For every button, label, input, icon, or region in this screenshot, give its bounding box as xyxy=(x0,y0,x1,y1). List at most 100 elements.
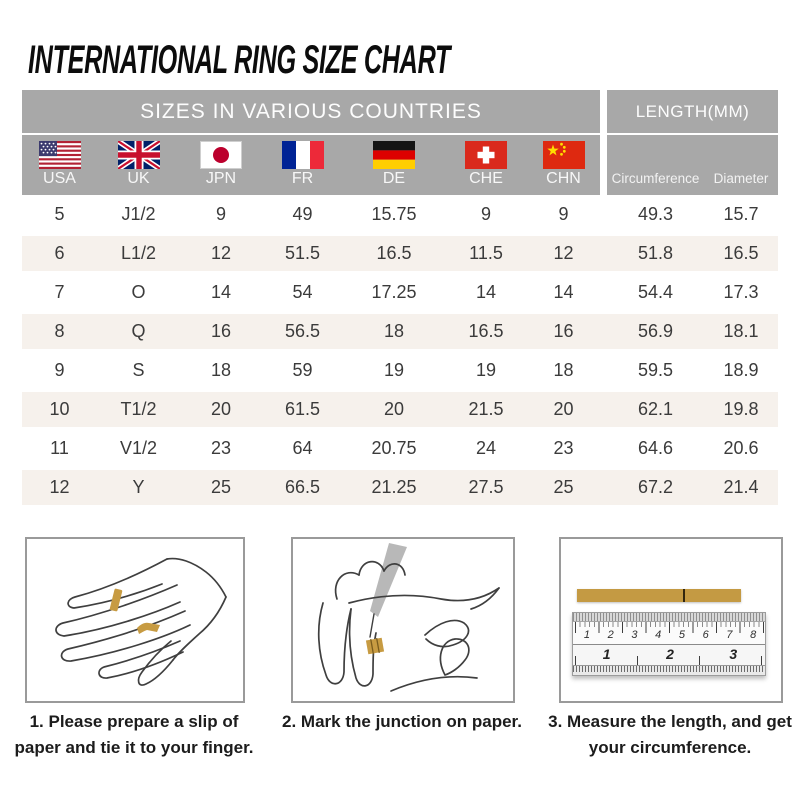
cell-de: 16.5 xyxy=(376,243,412,263)
cell-de: 20 xyxy=(383,399,405,419)
step2-caption: 2. Mark the junction on paper. xyxy=(282,712,522,731)
table-row: 8 Q 16 56.5 18 16.5 16 56.9 18.1 xyxy=(22,312,778,351)
cell-usa: 10 xyxy=(49,399,70,419)
length-group-header: LENGTH(MM) xyxy=(607,90,778,133)
cell-diameter: 19.8 xyxy=(723,399,759,419)
cell-fr: 66.5 xyxy=(284,477,321,497)
table-row: 7 O 14 54 17.25 14 14 54.4 17.3 xyxy=(22,273,778,312)
column-label: CHE xyxy=(469,170,503,187)
cell-che: 16.5 xyxy=(468,321,504,341)
cell-diameter: 18.9 xyxy=(723,360,759,380)
table-row: 5 J1/2 9 49 15.75 9 9 49.3 15.7 xyxy=(22,195,778,234)
cell-de: 19 xyxy=(383,360,405,380)
cell-jpn: 23 xyxy=(210,438,232,458)
cell-jpn: 25 xyxy=(210,477,232,497)
column-header-circumference: Circumference xyxy=(607,135,704,195)
japan-flag-icon xyxy=(200,141,242,169)
cm-number: 7 xyxy=(726,629,733,641)
countries-group-header: SIZES IN VARIOUS COUNTRIES xyxy=(22,90,600,133)
cm-number: 8 xyxy=(750,629,757,641)
step3-caption: 3. Measure the length, and get your circ… xyxy=(548,712,792,757)
ruler-inch-scale: 1 2 3 xyxy=(573,645,765,666)
cell-chn: 12 xyxy=(553,243,574,263)
ring-size-table-body: 5 J1/2 9 49 15.75 9 9 49.3 15.7 6 L1/2 1… xyxy=(22,195,778,507)
column-header-che: CHE xyxy=(445,135,527,195)
cell-fr: 64 xyxy=(292,438,313,458)
cell-chn: 20 xyxy=(553,399,574,419)
cell-uk: T1/2 xyxy=(120,399,157,419)
ruler-cm-scale: 1 2 3 4 5 6 7 8 xyxy=(573,622,765,645)
cell-circumference: 67.2 xyxy=(637,477,674,497)
cell-de: 15.75 xyxy=(371,204,417,224)
cell-uk: L1/2 xyxy=(120,243,157,263)
hand-with-paper-strip-illustration xyxy=(55,557,227,686)
cell-de: 21.25 xyxy=(371,477,417,497)
cell-usa: 11 xyxy=(50,438,69,458)
cell-usa: 7 xyxy=(54,282,65,302)
ruler-illustration: 1 2 3 4 5 6 7 8 1 2 3 xyxy=(572,612,766,676)
cell-divider xyxy=(600,429,607,468)
cell-usa: 6 xyxy=(54,243,65,263)
table-row: 9 S 18 59 19 19 18 59.5 18.9 xyxy=(22,351,778,390)
step3-figure-box: 1 2 3 4 5 6 7 8 1 2 3 xyxy=(559,537,783,703)
cell-circumference: 62.1 xyxy=(637,399,674,419)
cell-uk: V1/2 xyxy=(119,438,158,458)
column-label: DE xyxy=(382,170,406,187)
step1-figure-box xyxy=(25,537,245,703)
cm-tick-marks xyxy=(575,622,765,644)
cell-diameter: 17.3 xyxy=(723,282,759,302)
cell-fr: 51.5 xyxy=(284,243,321,263)
cell-che: 19 xyxy=(475,360,497,380)
cm-number: 5 xyxy=(678,629,685,641)
cell-diameter: 18.1 xyxy=(723,321,759,341)
cell-usa: 12 xyxy=(49,477,70,497)
cell-che: 9 xyxy=(480,204,491,224)
cell-diameter: 16.5 xyxy=(723,243,759,263)
cell-divider xyxy=(600,312,607,351)
cm-number: 6 xyxy=(702,629,709,641)
cell-fr: 61.5 xyxy=(284,399,321,419)
cell-chn: 23 xyxy=(553,438,574,458)
cell-usa: 8 xyxy=(54,321,65,341)
cell-jpn: 16 xyxy=(210,321,232,341)
paper-strip xyxy=(577,589,741,602)
column-header-fr: FR xyxy=(262,135,343,195)
cell-usa: 9 xyxy=(54,360,65,380)
cell-divider xyxy=(600,390,607,429)
cell-usa: 5 xyxy=(54,204,65,224)
column-header-jpn: JPN xyxy=(180,135,262,195)
column-label: CHN xyxy=(546,170,581,187)
ruler-top-edge xyxy=(573,613,765,622)
cell-diameter: 21.4 xyxy=(723,477,759,497)
inch-number: 1 xyxy=(602,646,611,662)
cell-circumference: 59.5 xyxy=(637,360,674,380)
cell-che: 11.5 xyxy=(469,243,503,263)
page-title: INTERNATIONAL RING SIZE CHART xyxy=(28,38,451,82)
column-header-de: DE xyxy=(343,135,445,195)
cell-fr: 54 xyxy=(292,282,313,302)
cell-circumference: 64.6 xyxy=(637,438,674,458)
cell-de: 20.75 xyxy=(371,438,417,458)
cell-divider xyxy=(600,351,607,390)
china-flag-icon xyxy=(542,141,585,169)
cm-number: 1 xyxy=(583,629,590,641)
cell-jpn: 18 xyxy=(210,360,232,380)
usa-flag-icon xyxy=(38,141,81,169)
cell-de: 17.25 xyxy=(371,282,417,302)
cell-chn: 14 xyxy=(553,282,574,302)
step2-figure-box xyxy=(291,537,515,703)
cell-divider xyxy=(600,273,607,312)
column-header-usa: USA xyxy=(22,135,97,195)
inch-number: 2 xyxy=(666,646,674,662)
cell-divider xyxy=(600,234,607,273)
cell-uk: Y xyxy=(132,477,145,497)
germany-flag-icon xyxy=(373,141,415,169)
cell-jpn: 9 xyxy=(215,204,226,224)
cell-fr: 49 xyxy=(292,204,313,224)
cell-chn: 18 xyxy=(553,360,574,380)
marking-paper-with-pen-illustration xyxy=(317,543,500,692)
cell-diameter: 15.7 xyxy=(723,204,759,224)
cell-chn: 25 xyxy=(553,477,574,497)
column-label: JPN xyxy=(205,170,237,187)
cell-divider xyxy=(600,195,607,234)
